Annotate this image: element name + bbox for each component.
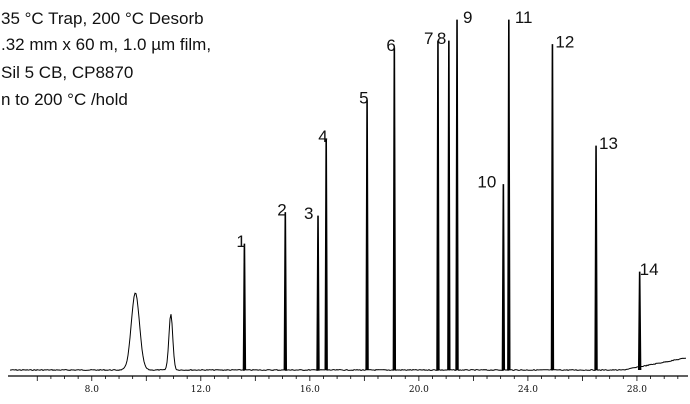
condition-line-2: .32 mm x 60 m, 1.0 µm film, — [1, 35, 211, 54]
peak-1: 1 — [236, 232, 247, 371]
x-tick-label: 12.0 — [191, 385, 211, 395]
conditions-text: 35 °C Trap, 200 °C Desorb .32 mm x 60 m,… — [1, 9, 211, 109]
condition-line-1: 35 °C Trap, 200 °C Desorb — [1, 9, 204, 28]
peak-label: 6 — [386, 36, 395, 55]
peak-mark — [507, 19, 511, 371]
peak-2: 2 — [277, 201, 288, 371]
x-tick-label: 16.0 — [300, 385, 320, 395]
baseline-trace — [9, 292, 687, 372]
peak-label: 2 — [277, 201, 286, 220]
peak-mark — [637, 271, 642, 371]
x-tick-label: 24.0 — [518, 385, 538, 395]
peak-mark — [365, 100, 369, 371]
peak-label: 7 — [424, 29, 433, 48]
peak-10: 10 — [477, 173, 506, 371]
peak-14: 14 — [637, 260, 659, 371]
peak-label: 5 — [359, 89, 368, 108]
peak-mark — [283, 212, 288, 371]
peak-6: 6 — [386, 36, 397, 371]
x-tick-label: 28.0 — [627, 385, 647, 395]
trace — [9, 292, 687, 372]
peak-label: 8 — [437, 29, 446, 48]
peak-mark — [594, 145, 598, 371]
peak-12: 12 — [550, 33, 574, 371]
peak-4: 4 — [318, 127, 328, 371]
peak-label: 10 — [477, 173, 496, 192]
peak-mark — [447, 40, 451, 371]
peak-3: 3 — [304, 204, 320, 371]
peak-8: 8 — [437, 29, 451, 371]
condition-line-3: Sil 5 CB, CP8870 — [1, 63, 133, 82]
x-tick-label: 8.0 — [85, 385, 100, 395]
peak-5: 5 — [359, 89, 369, 371]
peak-label: 14 — [640, 260, 659, 279]
x-axis: 8.0 12.0 16.0 20.0 24.0 28.0 — [8, 375, 688, 395]
peak-13: 13 — [594, 134, 618, 371]
peak-mark — [392, 47, 397, 371]
peak-9: 9 — [455, 8, 473, 371]
peak-mark — [501, 184, 506, 371]
peak-label: 11 — [515, 8, 533, 27]
condition-line-4: n to 200 °C /hold — [1, 90, 128, 109]
peak-mark — [324, 138, 328, 371]
peak-label: 3 — [304, 204, 313, 223]
peak-label: 13 — [599, 134, 618, 153]
peak-label: 1 — [236, 232, 245, 251]
peak-7: 7 — [424, 29, 440, 371]
peak-mark — [455, 19, 459, 371]
peak-label: 9 — [463, 8, 472, 27]
peak-mark — [316, 215, 320, 371]
peak-11: 11 — [507, 8, 533, 371]
peak-mark — [550, 44, 555, 371]
peak-mark — [242, 243, 247, 371]
peak-mark — [436, 40, 440, 371]
peak-label: 12 — [555, 33, 574, 52]
peak-label: 4 — [318, 127, 327, 146]
x-tick-label: 20.0 — [409, 385, 429, 395]
